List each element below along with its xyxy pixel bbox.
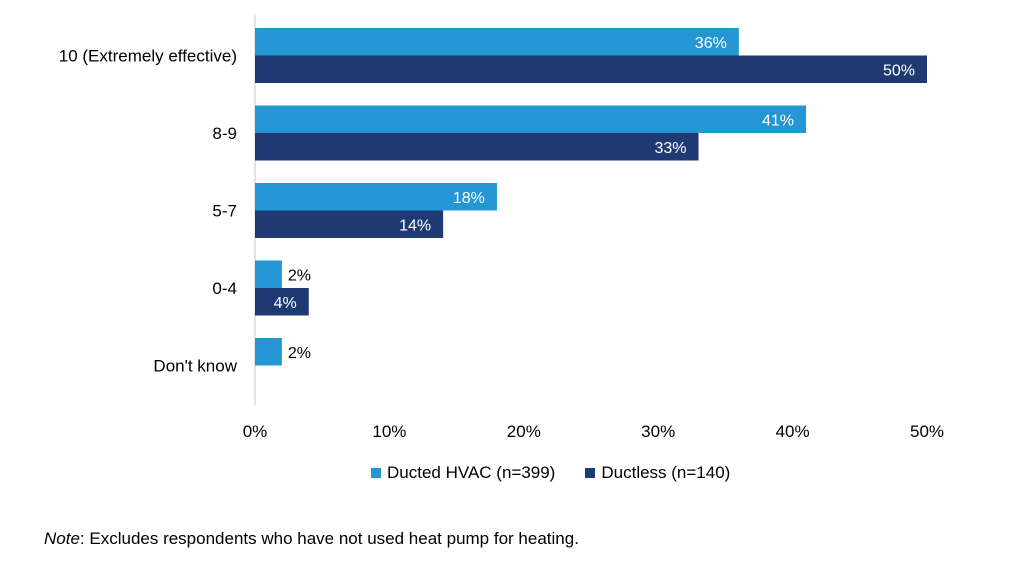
data-label: 36% — [695, 35, 727, 52]
bar-ducted — [255, 338, 282, 366]
data-label: 33% — [654, 140, 686, 157]
x-tick-label: 0% — [243, 422, 268, 441]
bars-group: 36% 50% 41% 33% 18% 14% 2% 4% 2% — [255, 28, 927, 366]
category-labels: 10 (Extremely effective) 8-9 5-7 0-4 Don't k… — [59, 47, 238, 376]
data-label: 14% — [399, 217, 431, 234]
data-label: 18% — [453, 190, 485, 207]
x-tick-label: 20% — [507, 422, 541, 441]
data-label: 4% — [274, 295, 297, 312]
bar-ductless — [255, 210, 444, 238]
legend-swatch-ducted — [371, 468, 381, 478]
data-label: 2% — [288, 267, 311, 284]
legend-label-ducted: Ducted HVAC (n=399) — [387, 463, 556, 482]
legend: Ducted HVAC (n=399) Ductless (n=140) — [371, 463, 760, 483]
x-tick-label: 50% — [910, 422, 944, 441]
legend-item-ducted: Ducted HVAC (n=399) — [371, 463, 555, 483]
data-label: 41% — [762, 112, 794, 129]
data-label: 2% — [288, 345, 311, 362]
legend-item-ductless: Ductless (n=140) — [585, 463, 730, 483]
x-tick-labels: 0% 10% 20% 30% 40% 50% — [243, 422, 944, 441]
legend-swatch-ductless — [585, 468, 596, 478]
data-label: 50% — [883, 62, 915, 79]
bar-ductless — [255, 133, 699, 161]
bar-ducted — [255, 28, 739, 56]
bar-ductless — [255, 288, 309, 316]
bar-ducted — [255, 105, 807, 133]
note-label: Note — [44, 529, 80, 548]
category-label: 0-4 — [212, 279, 237, 298]
category-label: 10 (Extremely effective) — [59, 47, 237, 66]
x-tick-label: 40% — [776, 422, 810, 441]
x-tick-label: 30% — [641, 422, 675, 441]
note-text: : Excludes respondents who have not used… — [79, 529, 579, 548]
category-label: 5-7 — [212, 202, 237, 221]
category-label: Don't know — [153, 357, 237, 376]
bar-ductless — [255, 55, 927, 83]
legend-label-ductless: Ductless (n=140) — [601, 463, 731, 482]
bar-ducted — [255, 183, 497, 211]
category-label: 8-9 — [212, 124, 237, 143]
x-tick-label: 10% — [372, 422, 406, 441]
footnote: Note: Excludes respondents who have not … — [44, 529, 579, 549]
bar-ducted — [255, 260, 282, 288]
